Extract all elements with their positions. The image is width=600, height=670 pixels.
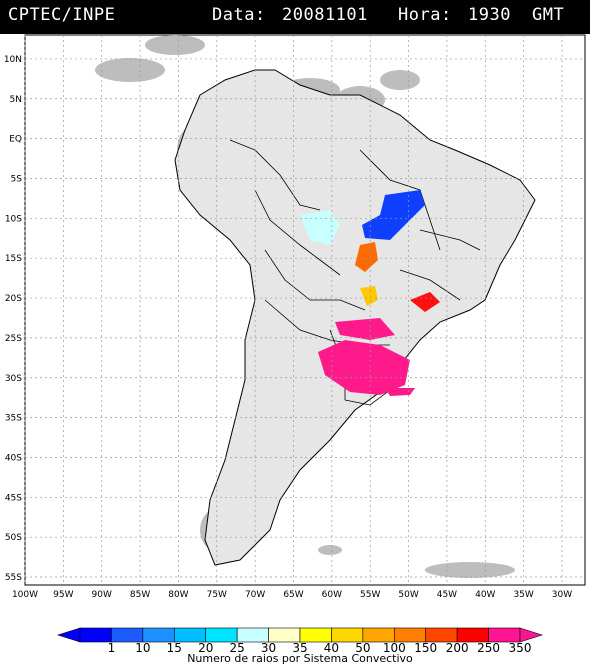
cluster-30 [300,210,340,245]
hora-label: Hora: [398,5,452,25]
lon-tick-label: 65W [283,590,303,600]
lon-tick-label: 70W [245,590,265,600]
lat-tick-label: 55S [5,573,22,583]
colorbar-swatch [299,627,332,643]
lon-tick-label: 80W [168,590,188,600]
colorbar-arrow-right [519,627,543,643]
cloud-patch [380,70,420,90]
colorbar-swatch [488,627,521,643]
lon-tick-label: 35W [513,590,533,600]
colorbar-label: 150 [414,641,438,655]
lat-tick-label: 20S [5,294,22,304]
lat-tick-label: 10S [5,214,22,224]
graticule [24,35,585,585]
border-line [419,229,481,251]
colorbar [57,627,543,643]
cluster-350 [318,340,410,395]
cluster-250 [410,292,440,312]
lon-tick-label: 30W [552,590,572,600]
colorbar-label: 10 [135,641,151,655]
colorbar-swatch [79,627,112,643]
colorbar-label: 50 [355,641,371,655]
continent-outline [174,69,536,566]
lightning-clusters [300,190,440,396]
colorbar-swatch [236,627,269,643]
colorbar-swatch [142,627,175,643]
colorbar-label: 350 [508,641,532,655]
colorbar-swatch [393,627,427,643]
colorbar-swatch [331,627,364,643]
cluster-1 [362,190,425,240]
colorbar-label: 30 [260,641,277,655]
lon-tick-label: 85W [130,590,150,600]
lon-tick-label: 100W [12,590,38,600]
cluster-350 [385,388,415,396]
cloud-patch [318,545,342,555]
border-line [264,249,366,311]
colorbar-swatch [425,627,458,643]
lon-tick-label: 40W [475,590,495,600]
cloud-patch [425,562,515,578]
colorbar-label: 20 [198,641,214,655]
lon-tick-label: 75W [207,590,227,600]
lat-tick-label: 50S [5,533,22,543]
lat-tick-label: 5S [11,174,23,184]
lat-tick-label: 45S [5,493,22,503]
colorbar-arrow-left [57,627,81,643]
colorbar-swatches [57,627,543,643]
lon-tick-label: 45W [437,590,457,600]
cloud-patch [145,35,205,55]
lon-tick-label: 50W [398,590,418,600]
lightning-map: 10N5NEQ5S10S15S20S25S30S35S40S45S50S55S … [4,34,586,600]
colorbar-label: 200 [445,641,469,655]
lat-tick-label: 30S [5,374,22,384]
lon-tick-label: 95W [53,590,73,600]
lat-tick-label: 15S [5,254,22,264]
date-value: 20081101 [282,5,368,25]
cluster-50 [360,286,378,306]
colorbar-swatch [205,627,238,643]
source-label: CPTEC/INPE [8,5,116,25]
latitude-labels: 10N 5N EQ 5S 10S 15S 20S 25S 30S 35S 40S 45S 50S 55S [4,55,22,583]
colorbar-label: 100 [382,641,406,655]
header-bar: CPTEC/INPE Data: 20081101 Hora: 1930 GMT [0,0,590,34]
lon-tick-label: 90W [92,590,112,600]
colorbar-swatch [268,627,301,643]
lat-tick-label: 5N [10,95,22,105]
lat-tick-label: 35S [5,414,22,424]
colorbar-label: 15 [166,641,182,655]
longitude-labels: 100W 95W 90W 85W 80W 75W 70W 65W 60W 55W 50W 45W 40W… [12,590,572,600]
border-line [399,269,461,301]
colorbar-label: 35 [292,641,308,655]
lon-tick-label: 55W [360,590,380,600]
colorbar-label: 25 [229,641,245,655]
colorbar-label: 1 [107,641,116,655]
cluster-150 [355,242,378,272]
cluster-350 [335,318,395,340]
border-line [229,139,321,211]
cloud-patch [95,58,165,82]
colorbar-swatch [173,627,207,643]
lat-tick-label: 10N [4,55,22,65]
colorbar-label: 40 [323,641,340,655]
lon-tick-label: 60W [322,590,342,600]
colorbar-label: 250 [477,641,501,655]
colorbar-swatch [456,627,489,643]
colorbar-swatch [111,627,144,643]
colorbar-swatch [362,627,395,643]
border-line [254,189,341,276]
lat-tick-label: EQ [9,135,22,145]
lat-tick-label: 25S [5,334,22,344]
time-value: 1930 [468,5,511,25]
data-label: Data: [212,5,266,25]
lat-tick-label: 40S [5,453,22,463]
timezone-label: GMT [532,5,565,25]
colorbar-caption: Numero de raios por Sistema Convectivo [187,652,413,665]
